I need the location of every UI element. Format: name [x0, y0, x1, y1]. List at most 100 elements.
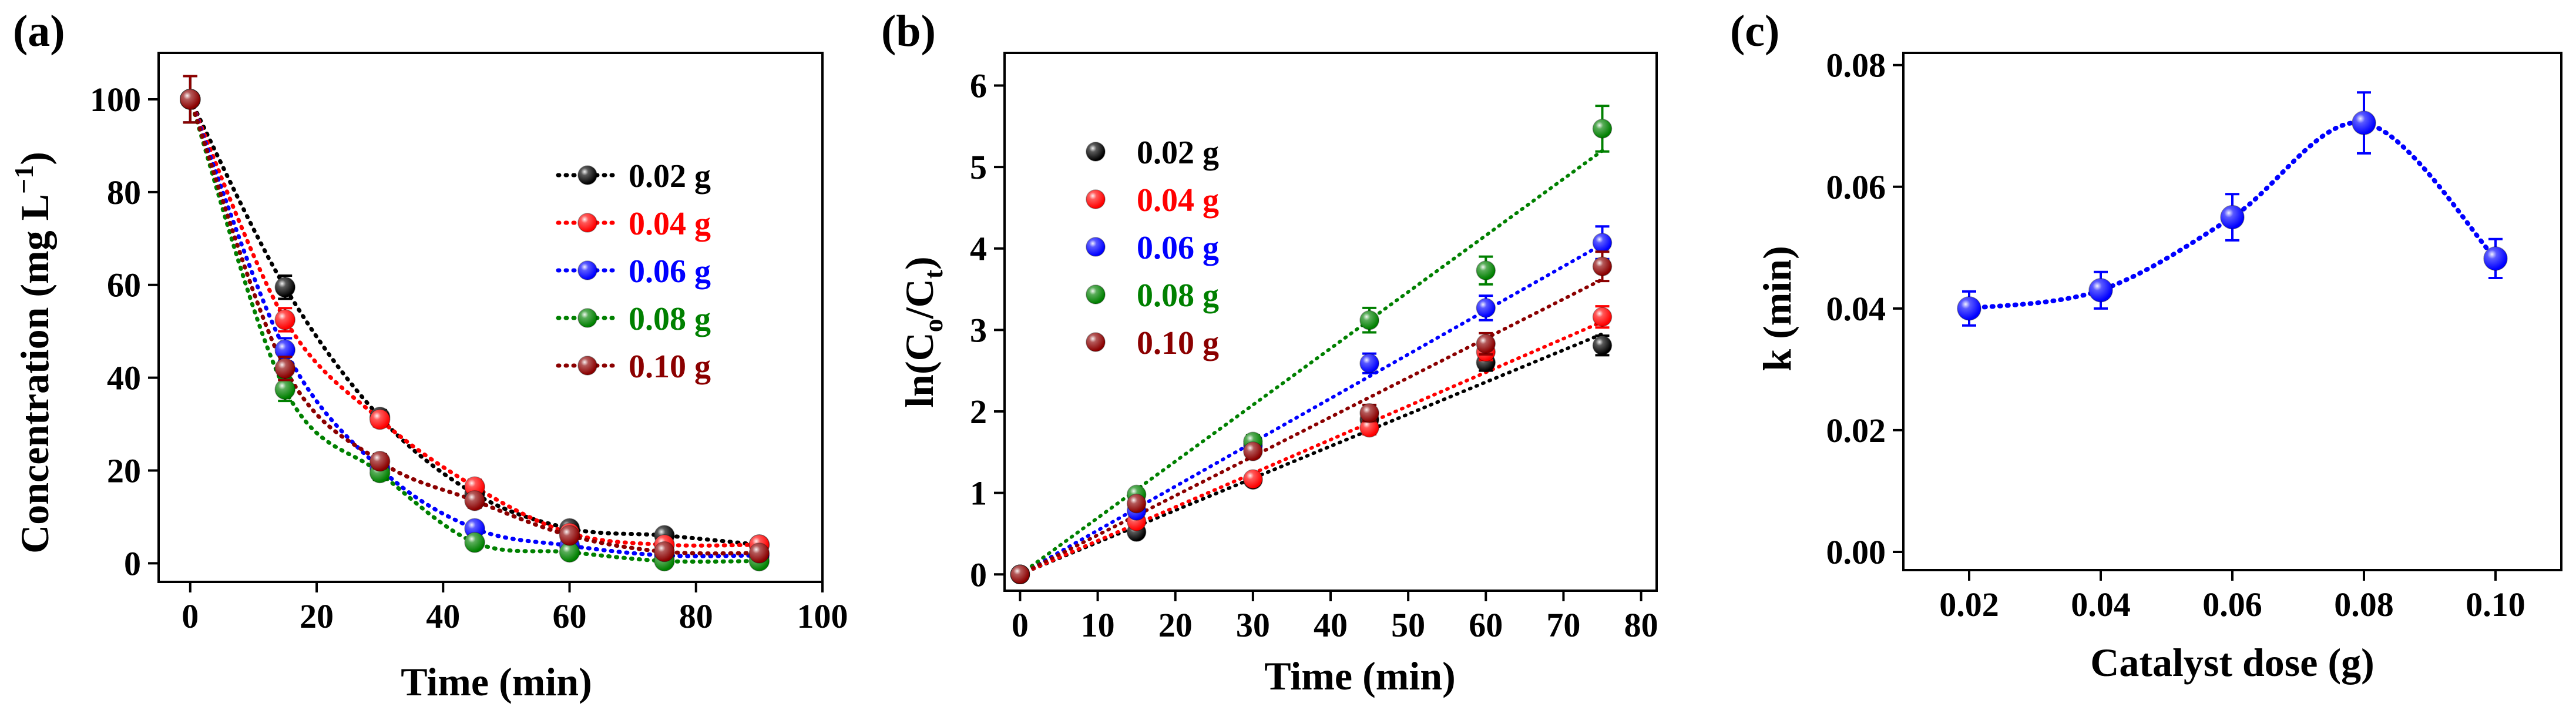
panel-c-axes-frame: [1902, 52, 2562, 571]
panel-b-xlabel: Time (min): [1264, 654, 1456, 698]
panel-a-data-point: [274, 358, 295, 379]
panel-a-legend-item: 0.08 g: [556, 301, 711, 337]
panel-b-xtick-label: 20: [1158, 606, 1193, 644]
panel-b-ytick-label: 2: [970, 393, 987, 431]
panel-b-xtick-label: 50: [1391, 606, 1425, 644]
panel-b-data-point: [1476, 334, 1496, 354]
panel-c-ylabel: k (min): [1755, 246, 1799, 371]
panel-a-legend-label: 0.10 g: [629, 349, 711, 385]
panel-c-data-point: [2088, 278, 2113, 303]
panel-b-legend-label: 0.06 g: [1137, 230, 1219, 266]
panel-b-data-point: [1592, 335, 1613, 356]
panel-c-data-point: [2483, 246, 2508, 271]
panel-b-legend-item: 0.10 g: [1086, 325, 1219, 361]
panel-a-ytick-label: 0: [124, 544, 141, 582]
panel-c-xtick-label: 0.02: [1939, 585, 1999, 624]
panel-b-data-point: [1359, 403, 1379, 423]
panel-c-ytick-label: 0.02: [1826, 411, 1886, 450]
panel-a-ytick-label: 20: [107, 452, 141, 490]
panel-b-legend-marker: [1086, 142, 1106, 162]
panel-b-data-point: [1010, 564, 1030, 585]
panel-b-fit-line: [1018, 320, 1604, 577]
panel-b-ytick-label: 4: [970, 230, 987, 268]
panel-a-data-point: [274, 309, 295, 330]
panel-b-xtick-label: 80: [1624, 606, 1658, 644]
panel-a-data-point: [464, 490, 485, 511]
panel-b-legend-label: 0.08 g: [1137, 277, 1219, 314]
panel-a-data-point: [559, 525, 580, 546]
panel-b-legend-marker: [1086, 284, 1106, 304]
panel-a-axes-frame: [157, 52, 824, 583]
panel-a-data-point: [464, 518, 485, 539]
panel-a-legend-marker: [577, 308, 597, 328]
panel-a-legend-item: 0.06 g: [556, 253, 711, 290]
panel-b-xtick-label: 10: [1081, 606, 1115, 644]
panel-a-legend-marker: [577, 213, 597, 233]
panel-b-legend-marker: [1086, 332, 1106, 352]
panel-b-data-point: [1592, 119, 1613, 139]
panel-a-data-point: [559, 541, 580, 563]
panel-a-legend-label: 0.06 g: [629, 253, 711, 290]
panel-b-xtick-label: 30: [1236, 606, 1270, 644]
panel-b-axes-frame: [1003, 52, 1658, 592]
panel-b-data-point: [1476, 298, 1496, 318]
panel-b-legend-marker: [1086, 237, 1106, 257]
panel-b-ytick-label: 6: [970, 66, 987, 105]
panel-b-label: (b): [881, 6, 936, 56]
panel-c-xtick-label: 0.08: [2334, 585, 2394, 624]
panel-a-legend-label: 0.04 g: [629, 206, 711, 242]
panel-b-ylabel: ln(Co/Ct): [897, 256, 948, 407]
panel-b-plot: 0 10 20 30 40 50 60 70 80 0 1 2 3 4 5 6 0.02 g 0.04 g 0.06…: [970, 52, 1658, 644]
panel-b-legend-label: 0.10 g: [1137, 325, 1219, 361]
panel-a-data-point: [369, 450, 391, 472]
panel-a-data-point: [369, 408, 391, 430]
panel-a-xtick-label: 0: [182, 597, 199, 635]
panel-c-xtick-label: 0.06: [2202, 585, 2262, 624]
panel-a-legend-marker: [577, 356, 597, 376]
panel-a-xtick-label: 80: [679, 597, 713, 635]
panel-b-xtick-label: 0: [1012, 606, 1029, 644]
panel-b-xtick-label: 70: [1546, 606, 1580, 644]
panel-b-legend-item: 0.06 g: [1086, 230, 1219, 266]
panel-a-legend-item: 0.02 g: [556, 158, 711, 195]
panel-a-ytick-label: 100: [90, 81, 141, 119]
panel-a: (a) 0 20 40 60 80 100 0 20 40 60 80 100 0.02 g 0.04 g…: [9, 6, 848, 704]
panel-c-xlabel: Catalyst dose (g): [2090, 640, 2375, 685]
panel-b-ytick-label: 0: [970, 555, 987, 594]
panel-b-xtick-label: 40: [1314, 606, 1348, 644]
panel-a-legend-item: 0.10 g: [556, 349, 711, 385]
panel-a-series-line: [188, 97, 761, 564]
panel-c-xtick-label: 0.10: [2466, 585, 2525, 624]
panel-b-legend-marker: [1086, 189, 1106, 209]
panel-b-data-point: [1359, 353, 1379, 373]
panel-a-legend-marker: [577, 165, 597, 185]
panel-b-data-point: [1243, 441, 1263, 461]
panel-c-ytick-label: 0.00: [1826, 533, 1886, 571]
panel-a-data-point: [654, 541, 675, 562]
panel-a-xtick-label: 60: [553, 597, 587, 635]
panel-c-data-point: [2352, 110, 2376, 135]
panel-a-plot: 0 20 40 60 80 100 0 20 40 60 80 100 0.02 g 0.04 g 0.06…: [90, 52, 848, 635]
panel-b-fit-line: [1018, 242, 1604, 577]
panel-c-xtick-label: 0.04: [2071, 585, 2131, 624]
panel-b-legend-item: 0.08 g: [1086, 277, 1219, 314]
panel-a-data-point: [464, 476, 485, 497]
panel-a-legend-marker: [577, 260, 597, 280]
panel-a-legend-label: 0.08 g: [629, 301, 711, 337]
panel-a-data-point: [274, 276, 295, 298]
panel-b-data-point: [1126, 493, 1147, 514]
panel-c-ytick-label: 0.08: [1826, 46, 1886, 85]
panel-a-data-point: [748, 542, 770, 564]
panel-b: (b) 0 10 20 30 40 50 60 70 80 0 1 2 3 4 5 6 0.02 g 0.04 g…: [881, 6, 1658, 698]
panel-b-fit-line: [1018, 332, 1604, 577]
panel-a-series-line: [188, 97, 761, 556]
panel-b-ytick-label: 3: [970, 311, 987, 349]
panel-c-ytick-label: 0.06: [1826, 168, 1886, 206]
panel-a-ylabel: Concentration (mg L−1): [9, 152, 57, 554]
panel-b-legend-label: 0.02 g: [1137, 135, 1219, 171]
panel-b-data-point: [1359, 310, 1379, 330]
panel-a-label: (a): [13, 6, 65, 56]
panel-b-data-point: [1592, 307, 1613, 327]
panel-b-data-point: [1243, 469, 1263, 489]
panel-a-xtick-label: 40: [426, 597, 460, 635]
